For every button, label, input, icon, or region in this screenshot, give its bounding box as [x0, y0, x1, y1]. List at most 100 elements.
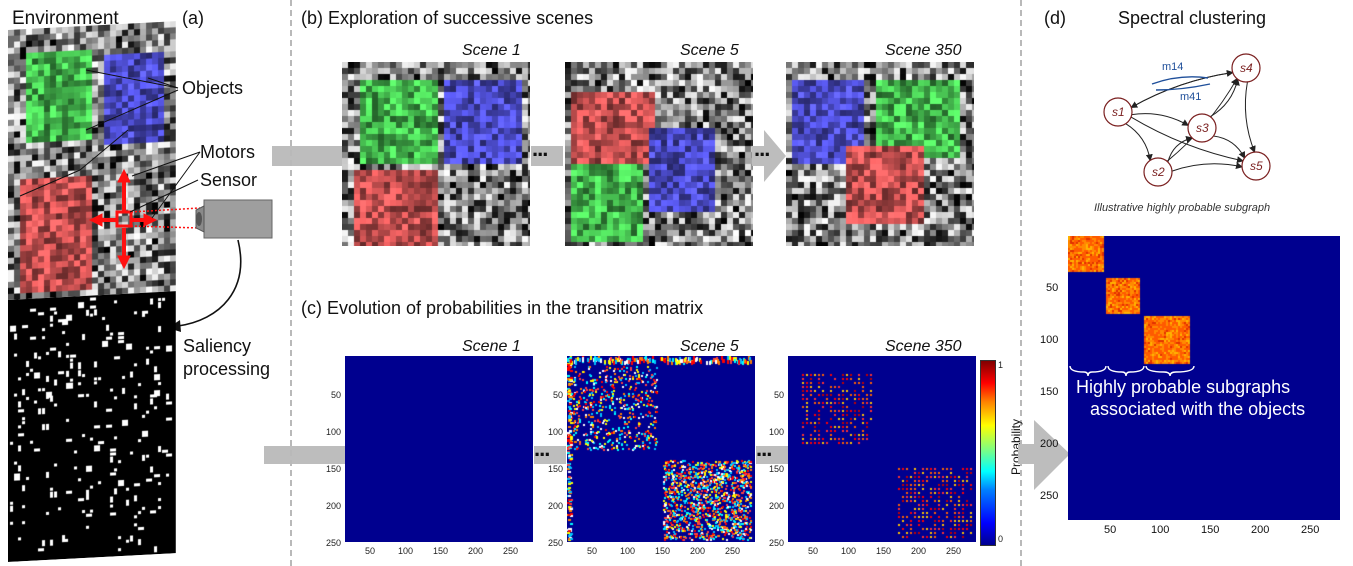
arrow-a-to-c [264, 446, 346, 464]
tick-label: 100 [769, 427, 785, 437]
separator-left [290, 0, 292, 566]
tick-label: 50 [365, 546, 376, 556]
panel-a-letter: (a) [182, 8, 204, 28]
colorbar-max: 1 [998, 360, 1004, 370]
tick-label: 250 [1040, 490, 1059, 502]
tick-label: 150 [326, 464, 342, 474]
tick-label: 250 [1301, 524, 1320, 536]
arrow-c-1-5 [534, 446, 566, 464]
tick-label: 200 [769, 501, 785, 511]
objects-label: Objects [182, 78, 244, 98]
edge-arrow-m14 [1151, 76, 1209, 85]
tick-label: 150 [548, 464, 564, 474]
graph-node-s1 [1103, 97, 1133, 127]
edge-arrow-m41 [1155, 83, 1211, 91]
tick-label: 100 [326, 427, 342, 437]
tick-label: 200 [326, 501, 342, 511]
annotation-line1: Highly probable subgraphs [1076, 377, 1291, 397]
graph-edge [1125, 112, 1190, 126]
tick-label: 250 [503, 546, 519, 556]
graph-edge [1203, 78, 1240, 123]
tick-label: 100 [1040, 334, 1059, 346]
graph-edge [1124, 111, 1244, 164]
arrow-c-5-350 [756, 446, 788, 464]
graph-node-label-s5: s5 [1250, 159, 1263, 173]
tick-label: 250 [769, 538, 785, 548]
tick-label: 50 [553, 390, 564, 400]
tick-label: 50 [1104, 524, 1117, 536]
ellipsis-c-2: ... [756, 436, 772, 461]
edge-label-m14: m14 [1162, 61, 1183, 73]
graph-node-label-s4: s4 [1240, 61, 1253, 75]
tick-label: 100 [1151, 524, 1170, 536]
annotation-line2: associated with the objects [1090, 399, 1306, 419]
graph-edge [1165, 162, 1244, 177]
panel-b-scene-5-label: Scene 5 [680, 42, 739, 59]
motors-icon [88, 168, 158, 270]
graph-node-s4 [1231, 53, 1261, 83]
motors-label: Motors [200, 142, 256, 162]
clustered-matrix [1068, 236, 1340, 520]
panel-d-title: Spectral clustering [1118, 8, 1267, 28]
tick-label: 150 [655, 546, 671, 556]
tick-label: 100 [841, 546, 857, 556]
tick-label: 100 [620, 546, 636, 556]
panel-c-scene-350-label: Scene 350 [885, 338, 962, 355]
panel-c-scene-1-label: Scene 1 [462, 338, 521, 355]
tick-label: 150 [433, 546, 449, 556]
motor-sensor-overlay [19, 69, 273, 270]
saliency-dots [8, 291, 176, 562]
subgraph-diagram: m14 m41 s1 s2 s3 s4 s5 [1103, 53, 1271, 187]
graph-node-label-s2: s2 [1152, 165, 1165, 179]
arrow-b-5-350 [752, 130, 786, 182]
panel-d-letter: (d) [1044, 8, 1066, 28]
subgraph-braces [1069, 365, 1195, 377]
panel-c-title: (c) Evolution of probabilities in the tr… [301, 298, 704, 318]
graph-edge [1118, 117, 1153, 162]
tick-label: 250 [326, 538, 342, 548]
tick-label: 250 [548, 538, 564, 548]
panel-b-scene-350-label: Scene 350 [885, 42, 962, 59]
tick-label: 200 [911, 546, 927, 556]
scene-5-image [565, 62, 753, 246]
scene-1-image [342, 62, 530, 246]
graph-node-s3 [1187, 113, 1217, 143]
arrow-c-to-d [1018, 420, 1070, 490]
tick-label: 200 [468, 546, 484, 556]
panel-c-scene-5-label: Scene 5 [680, 338, 739, 355]
saliency-label-line1: Saliency [183, 336, 252, 356]
graph-edge [1244, 75, 1256, 154]
tick-label: 200 [1040, 438, 1059, 450]
graph-node-label-s3: s3 [1196, 121, 1209, 135]
graph-edge [1207, 131, 1246, 159]
colorbar-min: 0 [998, 534, 1004, 544]
tick-label: 150 [769, 464, 785, 474]
saliency-map [8, 291, 176, 562]
ellipsis-c-1: ... [534, 436, 550, 461]
panel-b-scene-1-label: Scene 1 [462, 42, 521, 59]
tick-label: 50 [331, 390, 342, 400]
edge-label-m41: m41 [1180, 91, 1201, 103]
tick-label: 100 [398, 546, 414, 556]
tick-label: 150 [1201, 524, 1220, 536]
matrix-scene-5 [567, 356, 755, 542]
tick-label: 50 [587, 546, 598, 556]
tick-label: 200 [548, 501, 564, 511]
environment-label: Environment [12, 8, 119, 29]
graph-node-s2 [1143, 157, 1173, 187]
tick-label: 150 [876, 546, 892, 556]
colorbar [980, 360, 996, 546]
saliency-label-line2: processing [183, 359, 271, 379]
ellipsis-b-1: ... [532, 136, 548, 161]
tick-label: 50 [808, 546, 819, 556]
tick-label: 50 [774, 390, 785, 400]
separator-right [1020, 0, 1022, 566]
tick-label: 150 [1040, 386, 1059, 398]
sensor-label: Sensor [200, 170, 258, 190]
arrow-b-1-5 [531, 146, 563, 166]
tick-label: 50 [1046, 282, 1059, 294]
graph-node-label-s1: s1 [1112, 105, 1125, 119]
matrix-scene-1 [345, 356, 533, 542]
graph-node-s5 [1241, 151, 1271, 181]
camera-icon [195, 199, 273, 239]
